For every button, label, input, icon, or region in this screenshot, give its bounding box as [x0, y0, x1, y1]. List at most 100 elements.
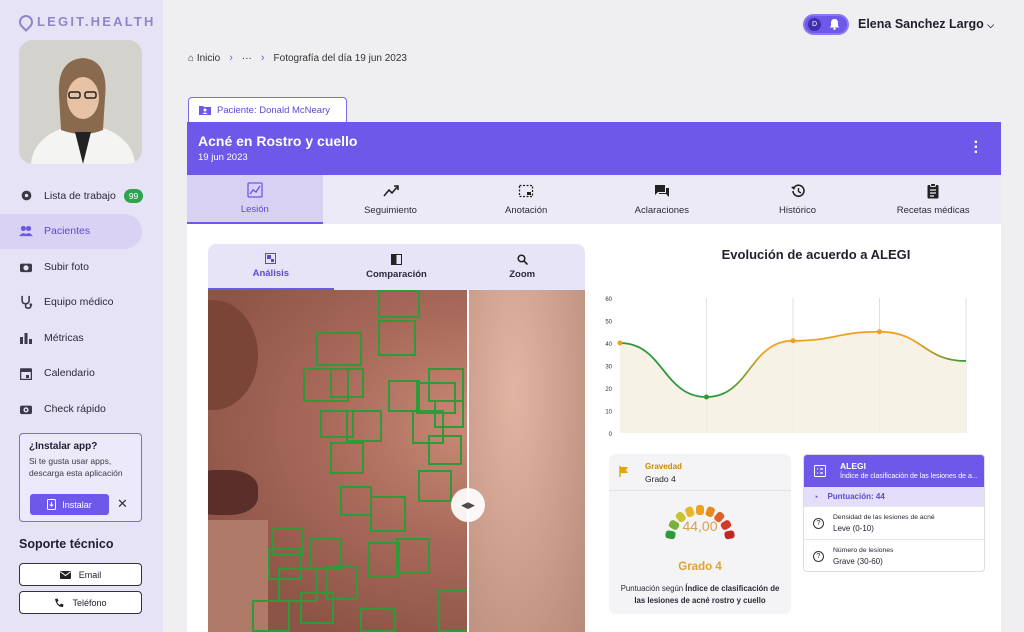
alegi-row-text: Densidad de las lesiones de acné Leve (0-… — [833, 514, 935, 533]
count-badge: 99 — [123, 188, 144, 203]
series-area — [620, 331, 966, 433]
alegi-row-text: Número de lesiones Grave (30-60) — [833, 547, 893, 566]
row-value: Grave (30-60) — [833, 556, 883, 566]
tab-annotation[interactable]: Anotación — [458, 175, 594, 224]
annotation-icon — [519, 184, 534, 198]
gauge-icon: ◔ — [813, 491, 819, 502]
lesion-detection-box — [428, 435, 462, 465]
lesion-detection-box — [326, 566, 358, 600]
gauge-segment — [668, 520, 680, 530]
phone-button[interactable]: Teléfono — [19, 591, 142, 614]
sidebar-item-label: Check rápido — [44, 402, 106, 415]
sidebar-item-calendar[interactable]: Calendario — [0, 356, 163, 392]
comparison-image — [467, 290, 585, 632]
sidebar-item-label: Calendario — [44, 367, 95, 380]
sidebar-item-upload-photo[interactable]: Subir foto — [0, 249, 163, 285]
lesion-detection-box — [330, 442, 364, 474]
row-label: Densidad de las lesiones de acné — [833, 513, 935, 521]
home-icon: ⌂ — [188, 52, 195, 64]
tab-label: Recetas médicas — [896, 205, 970, 216]
tab-history[interactable]: Histórico — [730, 175, 866, 224]
chevron-right-icon: › — [229, 52, 233, 64]
sidebar-item-medical-team[interactable]: Equipo médico — [0, 285, 163, 321]
tab-analysis[interactable]: Análisis — [208, 244, 334, 290]
user-menu[interactable]: Elena Sanchez Largo ⌵ — [858, 17, 994, 31]
lesion-detection-box — [434, 400, 464, 428]
tab-label: Seguimiento — [364, 205, 417, 216]
sidebar-item-worklist[interactable]: Lista de trabajo 99 — [0, 178, 163, 214]
more-options-icon[interactable]: · · · — [973, 134, 979, 161]
tab-label: Lesión — [240, 204, 269, 215]
case-title: Acné en Rostro y cuello — [198, 133, 358, 149]
tab-zoom[interactable]: Zoom — [459, 244, 585, 290]
gravity-caption: Puntuación según Índice de clasificación… — [615, 583, 785, 606]
email-button[interactable]: Email — [19, 563, 142, 586]
bar-chart-icon — [19, 331, 33, 345]
nostril-region — [208, 300, 258, 410]
case-header: Acné en Rostro y cuello 19 jun 2023 · · · — [187, 122, 1001, 175]
mail-icon — [59, 570, 71, 579]
alegi-row-lesions[interactable]: ? Número de lesiones Grave (30-60) — [804, 540, 984, 571]
flag-icon — [619, 466, 628, 477]
slider-handle[interactable]: ◀▶ — [451, 488, 485, 522]
sidebar-item-label: Subir foto — [44, 260, 89, 273]
sidebar-item-patients[interactable]: Pacientes — [0, 213, 142, 249]
row-value: Leve (0-10) — [833, 523, 874, 533]
lesion-detection-box — [272, 528, 304, 556]
lesion-detection-box — [396, 538, 430, 574]
install-icon — [47, 499, 57, 510]
alegi-score-row: ◔ Puntuación: 44 — [804, 487, 984, 507]
phone-icon — [55, 598, 64, 607]
sidebar-item-metrics[interactable]: Métricas — [0, 320, 163, 356]
severity-gauge — [665, 505, 735, 540]
series-line — [619, 330, 967, 398]
ellipsis-crumb[interactable]: ··· — [241, 52, 252, 64]
gauge-segment — [675, 511, 686, 523]
row-label: Número de lesiones — [833, 546, 894, 554]
tab-label: Análisis — [252, 268, 290, 279]
gauge-segment — [714, 511, 725, 523]
stethoscope-icon — [19, 295, 33, 310]
gauge-segment — [724, 530, 735, 540]
alegi-card-header: ALEGI Índice de clasificación de las les… — [804, 455, 984, 487]
alegi-row-density[interactable]: ? Densidad de las lesiones de acné Leve (… — [804, 507, 984, 540]
data-point — [617, 340, 623, 346]
gravity-label: Gravedad — [645, 462, 682, 471]
lip-region — [208, 470, 258, 515]
search-icon — [517, 254, 528, 265]
sidebar-item-quick-check[interactable]: Check rápido — [0, 391, 163, 427]
install-button-label: Instalar — [62, 499, 92, 510]
lesion-image[interactable]: ◀▶ — [208, 290, 585, 632]
close-icon[interactable]: ✕ — [117, 496, 128, 511]
notifications-toggle[interactable]: D — [803, 14, 849, 35]
trending-icon — [382, 185, 399, 197]
image-tabs: Análisis Comparación Zoom — [208, 244, 585, 290]
install-title: ¿Instalar app? — [29, 441, 98, 452]
gravity-card: Gravedad Grado 4 44,00 Grado 4 Puntuació… — [609, 454, 791, 614]
tab-label: Comparación — [366, 269, 427, 280]
install-app-box: ¿Instalar app? Si te gusta usar apps, de… — [19, 433, 142, 522]
lesion-detection-box — [378, 290, 420, 318]
caption-index-name: Índice de clasificación de las lesiones … — [634, 584, 780, 605]
tab-comparison[interactable]: Comparación — [334, 244, 460, 290]
home-crumb-label: Inicio — [196, 52, 221, 64]
support-title: Soporte técnico — [19, 537, 114, 551]
brand-logo[interactable]: LEGIT.HEALTH — [16, 11, 156, 32]
analysis-icon — [265, 253, 277, 264]
y-tick-label: 30 — [605, 365, 612, 371]
calendar-icon — [19, 366, 33, 380]
tab-label: Zoom — [509, 269, 536, 280]
y-tick-label: 40 — [605, 342, 612, 348]
install-button[interactable]: Instalar — [30, 494, 109, 515]
tab-prescriptions[interactable]: Recetas médicas — [865, 175, 1001, 224]
alegi-evolution-chart[interactable]: 60 50 40 30 20 10 0 — [598, 288, 990, 446]
tab-lesion[interactable]: Lesión — [187, 175, 323, 224]
email-button-label: Email — [78, 569, 102, 580]
camera-check-icon — [19, 402, 33, 416]
patient-tab[interactable]: Paciente: Donald McNeary — [188, 97, 347, 122]
lesion-detection-box — [268, 548, 302, 580]
home-crumb[interactable]: ⌂ Inicio — [188, 53, 220, 64]
tab-tracking[interactable]: Seguimiento — [323, 175, 459, 224]
sidebar-item-label: Métricas — [44, 331, 84, 344]
tab-clarifications[interactable]: Aclaraciones — [594, 175, 730, 224]
